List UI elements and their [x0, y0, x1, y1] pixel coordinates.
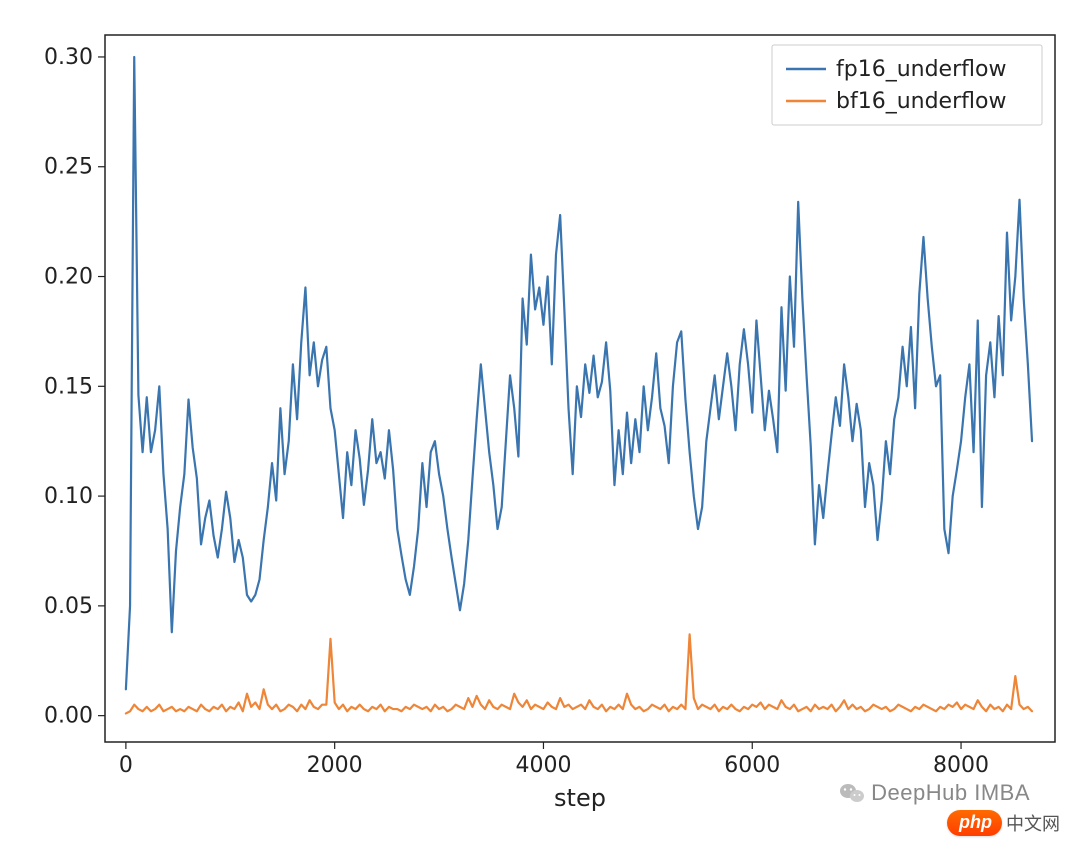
legend-label: fp16_underflow	[836, 57, 1006, 82]
legend-label: bf16_underflow	[836, 89, 1006, 114]
x-tick-label: 4000	[515, 753, 571, 778]
x-axis-label: step	[554, 784, 606, 812]
x-tick-label: 0	[119, 753, 133, 778]
line-chart: 0.00 0.05 0.10 0.15 0.20 0.25 0.30 0 2000 4000 600…	[0, 0, 1080, 850]
x-tick-label: 6000	[724, 753, 780, 778]
y-tick-label: 0.00	[44, 704, 93, 729]
y-tick-label: 0.05	[44, 594, 93, 619]
y-tick-label: 0.10	[44, 484, 93, 509]
x-tick-label: 2000	[307, 753, 363, 778]
y-tick-label: 0.25	[44, 155, 93, 180]
series-fp16_underflow	[126, 57, 1032, 689]
series-bf16_underflow	[126, 634, 1032, 713]
y-tick-label: 0.30	[44, 45, 93, 70]
chart-container: 0.00 0.05 0.10 0.15 0.20 0.25 0.30 0 2000 4000 600…	[0, 0, 1080, 850]
y-tick-label: 0.15	[44, 374, 93, 399]
x-tick-label: 8000	[933, 753, 989, 778]
y-tick-label: 0.20	[44, 265, 93, 290]
